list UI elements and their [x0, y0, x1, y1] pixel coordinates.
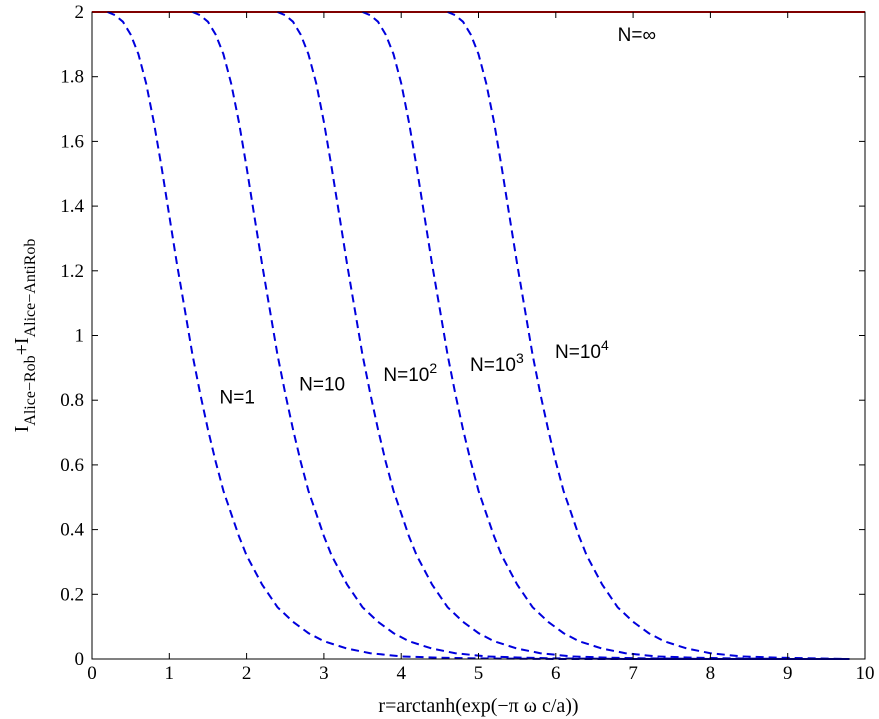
x-tick-label: 1	[165, 663, 175, 684]
x-tick-label: 7	[628, 663, 638, 684]
y-tick-label: 1.2	[60, 261, 84, 282]
curve-label-base: N=∞	[618, 25, 656, 46]
series-line-2	[192, 11, 850, 660]
x-tick-label: 8	[706, 663, 716, 684]
y-tick-label: 2	[75, 2, 85, 23]
y-tick-label: 0.8	[60, 390, 84, 411]
y-tick-label: 0.2	[60, 584, 84, 605]
axis-ticks: 0 1 2 3 4 5 6 7 8 9 10 0 0.2 0.4 0.6 0.8 1 1.2 1.4 1.6 1.8 2	[60, 2, 874, 684]
x-tick-label: 6	[551, 663, 561, 684]
curve-label: N=1	[220, 387, 255, 408]
y-tick-label: 0.4	[60, 520, 84, 541]
series-line-1	[107, 11, 850, 660]
curve-label-exponent: 2	[429, 360, 437, 376]
x-tick-label: 0	[87, 663, 97, 684]
curve-annotations: N=∞N=1N=10 N=102 N=103 N=104	[220, 25, 656, 408]
x-tick-label: 10	[856, 663, 875, 684]
curve-label: N=103	[470, 350, 524, 376]
y-label-sub-2: Alice−AntiRob	[22, 239, 39, 338]
plot-frame	[91, 11, 866, 660]
x-tick-label: 3	[319, 663, 329, 684]
y-tick-label: 0.6	[60, 455, 84, 476]
y-label-base-1: I	[11, 426, 33, 433]
y-tick-label: 1.4	[60, 196, 84, 217]
x-tick-label: 4	[396, 663, 406, 684]
curve-label-base: N=10	[383, 365, 429, 386]
y-label-plus: +	[11, 344, 33, 355]
series-line-4	[362, 11, 850, 660]
chart-marks	[92, 11, 865, 660]
series-line-5	[447, 11, 850, 660]
curve-label: N=10	[299, 374, 345, 395]
y-tick-label: 1	[75, 326, 85, 347]
y-tick-label: 0	[75, 649, 85, 670]
x-tick-label: 5	[474, 663, 484, 684]
y-axis-label: IAlice−Rob+IAlice−AntiRob	[11, 239, 39, 433]
y-label-sub-1: Alice−Rob	[22, 355, 39, 425]
curve-label-exponent: 4	[601, 337, 609, 353]
curve-label-exponent: 3	[516, 350, 524, 366]
x-tick-label: 2	[242, 663, 252, 684]
x-tick-label: 9	[783, 663, 793, 684]
curve-label-base: N=10	[470, 355, 516, 376]
curve-label: N=∞	[618, 25, 656, 46]
curve-label-base: N=1	[220, 387, 255, 408]
curve-label-base: N=10	[299, 374, 345, 395]
x-axis-label: r=arctanh(exp(−π ω c/a))	[378, 695, 578, 717]
curve-label-base: N=10	[555, 342, 601, 363]
y-tick-label: 1.8	[60, 67, 84, 88]
curve-label: N=104	[555, 337, 609, 363]
series-line-3	[277, 11, 850, 660]
y-tick-label: 1.6	[60, 131, 84, 152]
curve-label: N=102	[383, 360, 437, 386]
y-label-base-2: I	[11, 337, 33, 344]
